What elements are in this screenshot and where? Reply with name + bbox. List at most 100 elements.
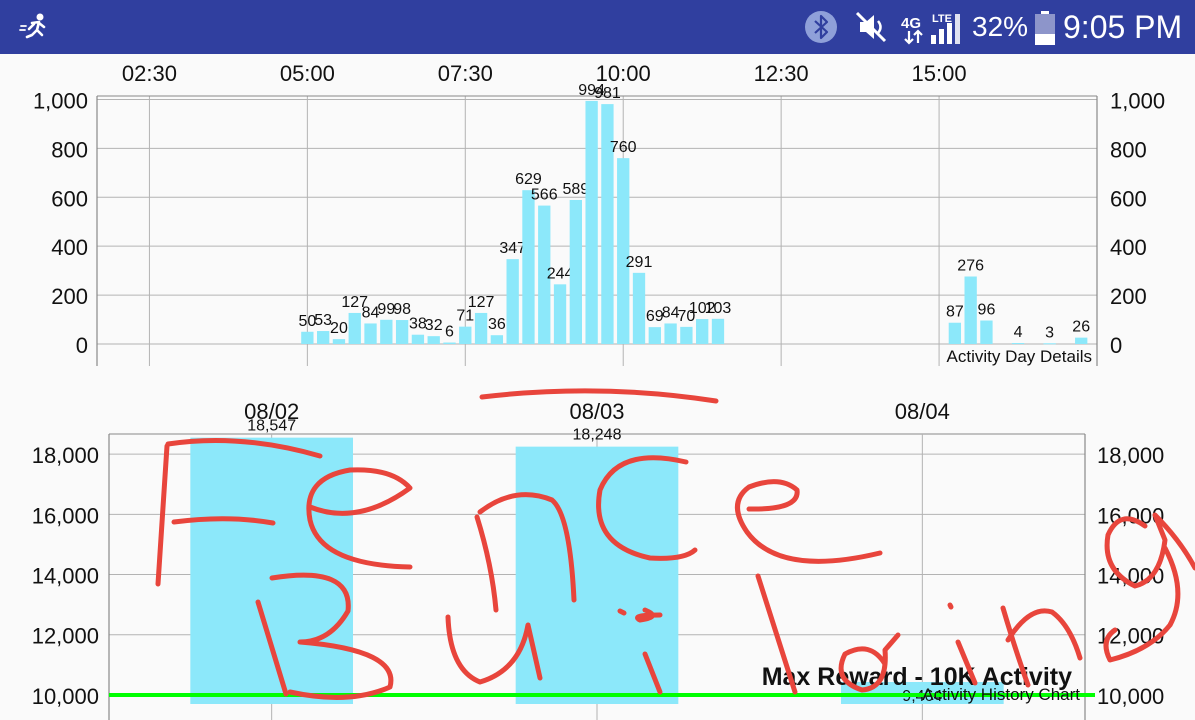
activity-history-chart: 10,000 10,000 12,000 12,000 14,000 14,000 16,0… — [32, 399, 1164, 720]
bar — [964, 276, 977, 344]
data-label: 3 — [1045, 324, 1054, 341]
data-label: 629 — [515, 171, 542, 188]
bar — [459, 326, 472, 344]
bar — [980, 320, 993, 344]
bar — [711, 318, 725, 344]
y-tick-label-right: 400 — [1110, 235, 1147, 260]
y-tick-label-left: 0 — [76, 333, 88, 358]
status-clock: 9:05 PM — [1063, 9, 1183, 45]
data-label: 38 — [409, 316, 427, 333]
bar — [380, 319, 393, 344]
y-tick-label-left: 16,000 — [32, 503, 99, 528]
x-tick-label: 07:30 — [438, 61, 493, 86]
bar — [696, 319, 709, 344]
data-label: 99 — [377, 301, 395, 318]
data-label: 87 — [946, 304, 964, 321]
data-label: 36 — [488, 316, 506, 333]
y-tick-label-right: 1,000 — [1110, 88, 1165, 113]
data-label: 127 — [341, 294, 368, 311]
bar — [332, 339, 346, 344]
data-label: 18,547 — [247, 418, 296, 435]
y-tick-label-left: 400 — [51, 235, 88, 260]
data-label: 70 — [677, 308, 695, 325]
y-tick-label-right: 600 — [1110, 186, 1147, 211]
bar — [395, 320, 409, 344]
x-tick-label: 12:30 — [754, 61, 809, 86]
y-tick-label-left: 600 — [51, 186, 88, 211]
network-type-label: 4G — [901, 15, 921, 32]
y-tick-label-right: 14,000 — [1097, 564, 1164, 589]
data-label: 20 — [330, 320, 348, 337]
data-label: 127 — [468, 294, 495, 311]
bar — [585, 100, 598, 344]
bar — [1011, 343, 1025, 345]
data-label: 69 — [646, 308, 664, 325]
x-tick-label: 08/03 — [569, 399, 624, 424]
data-label: 26 — [1072, 319, 1090, 336]
data-label: 981 — [594, 85, 621, 102]
data-label: 4 — [1014, 324, 1023, 341]
data-label: 84 — [362, 304, 380, 321]
data-label: 98 — [393, 301, 411, 318]
bar — [617, 158, 630, 344]
data-label: 32 — [425, 317, 443, 334]
x-tick-label: 10:00 — [596, 61, 651, 86]
battery-percent: 32% — [972, 11, 1029, 42]
y-tick-label-right: 800 — [1110, 137, 1147, 162]
bar — [515, 446, 679, 704]
y-tick-label-left: 200 — [51, 284, 88, 309]
bar — [474, 312, 488, 344]
x-tick-label: 05:00 — [280, 61, 335, 86]
bar — [490, 335, 504, 344]
bar — [348, 312, 361, 344]
y-tick-label-right: 16,000 — [1097, 503, 1164, 528]
data-label: 589 — [562, 181, 589, 198]
data-label: 760 — [610, 139, 637, 156]
chart-title: Activity Day Details — [947, 347, 1092, 366]
data-label: 103 — [705, 300, 732, 317]
bar — [301, 331, 314, 344]
bar — [316, 331, 330, 344]
data-label: 276 — [957, 258, 984, 275]
status-bar: LTE 4G 32% 9:05 PM — [0, 0, 1195, 54]
bar — [569, 199, 582, 344]
activity-day-chart: 0 0 200 200 400 400 600 600 800 800 1,000 1,000 02:3… — [33, 61, 1165, 366]
bar — [190, 437, 353, 704]
y-tick-label-right: 200 — [1110, 284, 1147, 309]
bar — [506, 259, 519, 344]
y-tick-label-right: 12,000 — [1097, 624, 1164, 649]
data-label: 994 — [578, 82, 605, 99]
data-label: 102 — [689, 300, 716, 317]
bluetooth-icon — [805, 11, 837, 43]
bar — [411, 334, 425, 344]
data-label: 347 — [499, 240, 526, 257]
data-label: 291 — [626, 254, 653, 271]
data-label: 566 — [531, 187, 558, 204]
bar — [364, 323, 377, 344]
y-tick-label-left: 1,000 — [33, 88, 88, 113]
x-tick-label: 15:00 — [912, 61, 967, 86]
bar — [680, 326, 693, 344]
bar — [1075, 337, 1088, 344]
x-tick-label: 02:30 — [122, 61, 177, 86]
y-tick-label-right: 10,000 — [1097, 684, 1164, 709]
y-tick-label-left: 14,000 — [32, 564, 99, 589]
y-tick-label-left: 800 — [51, 137, 88, 162]
x-tick-label: 08/04 — [895, 399, 950, 424]
y-tick-label-left: 18,000 — [32, 443, 99, 468]
y-tick-label-right: 18,000 — [1097, 443, 1164, 468]
bar — [664, 323, 677, 344]
x-tick-label: 08/02 — [244, 399, 299, 424]
running-person-icon[interactable] — [18, 11, 52, 43]
y-tick-label-left: 10,000 — [32, 684, 99, 709]
bar — [522, 190, 535, 344]
data-label: 84 — [662, 304, 680, 321]
bar — [443, 342, 456, 344]
bar — [948, 322, 962, 344]
data-label: 53 — [314, 312, 332, 329]
bar — [601, 104, 614, 344]
volume-mute-icon — [855, 11, 887, 43]
bar — [632, 272, 646, 344]
data-label: 96 — [978, 302, 996, 319]
data-label: 244 — [547, 265, 574, 282]
